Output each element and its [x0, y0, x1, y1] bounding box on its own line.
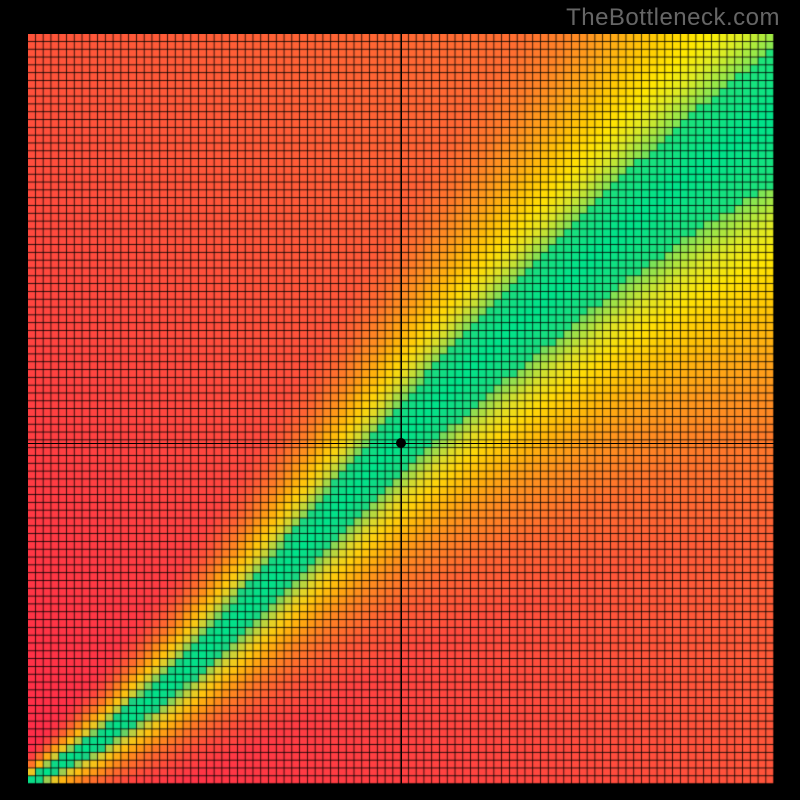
- watermark-text: TheBottleneck.com: [566, 4, 780, 32]
- crosshair-marker: [396, 438, 406, 448]
- crosshair-vertical: [401, 34, 402, 784]
- heatmap-plot: [28, 34, 774, 784]
